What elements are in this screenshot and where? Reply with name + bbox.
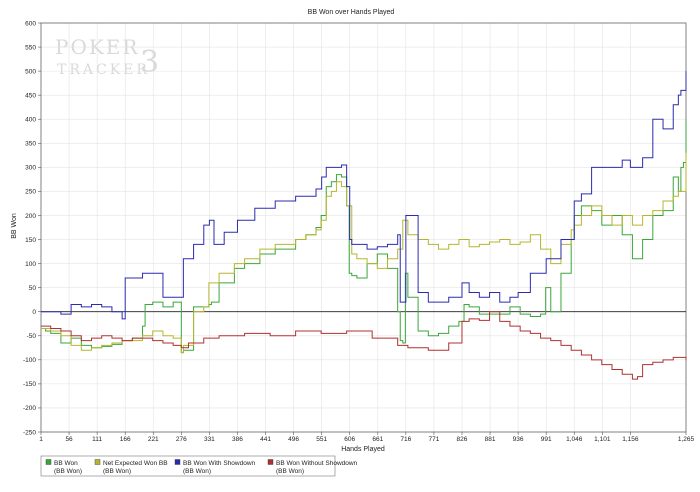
y-tick-label: 350 xyxy=(25,141,36,148)
legend-item-bb-won-with-showdown: BB Won With Showdown(BB Won) xyxy=(174,459,256,475)
x-tick-label: 1,046 xyxy=(566,436,583,443)
legend-label: BB Won With Showdown xyxy=(183,460,256,467)
x-tick-label: 166 xyxy=(120,436,131,443)
x-tick-label: 936 xyxy=(513,436,524,443)
watermark-number: 3 xyxy=(140,45,159,80)
y-tick-label: -100 xyxy=(23,357,36,364)
x-tick-label: 826 xyxy=(457,436,468,443)
x-tick-label: 331 xyxy=(204,436,215,443)
legend-item-net-expected-won-bb: Net Expected Won BB(BB Won) xyxy=(94,459,168,475)
legend-sublabel: (BB Won) xyxy=(276,468,304,475)
legend-label: BB Won xyxy=(54,460,78,467)
x-tick-label: 991 xyxy=(541,436,552,443)
x-axis-label: Hands Played xyxy=(341,446,385,453)
plot-border xyxy=(40,22,687,433)
legend-swatch xyxy=(45,459,52,465)
x-tick-label: 716 xyxy=(400,436,411,443)
series-line-bb-won-with-showdown xyxy=(41,71,687,320)
chart-title: BB Won over Hands Played xyxy=(308,9,395,16)
y-tick-label: -200 xyxy=(23,405,36,412)
y-tick-label: 550 xyxy=(25,44,36,51)
series-line-net-expected-won-bb xyxy=(41,152,687,354)
x-tick-label: 661 xyxy=(372,436,383,443)
y-axis-label: BB Won xyxy=(11,213,18,239)
y-tick-label: 300 xyxy=(25,165,36,172)
legend-sublabel: (BB Won) xyxy=(103,468,131,475)
x-tick-label: 771 xyxy=(428,436,439,443)
y-tick-label: -250 xyxy=(23,429,36,436)
y-tick-label: 150 xyxy=(25,237,36,244)
x-tick-label: 881 xyxy=(485,436,496,443)
x-tick-label: 551 xyxy=(316,436,327,443)
x-tick-label: 1,156 xyxy=(622,436,639,443)
x-axis-ticks: 1 56 111 166 221 276 331 386 441 496 551 606 661 716 7… xyxy=(39,432,695,443)
y-tick-label: 600 xyxy=(25,20,36,27)
x-tick-label: 1,101 xyxy=(594,436,611,443)
x-tick-label: 1 xyxy=(39,436,43,443)
chart-legend: BB Won(BB Won)Net Expected Won BB(BB Won… xyxy=(40,455,358,477)
x-tick-label: 221 xyxy=(148,436,159,443)
x-tick-label: 441 xyxy=(260,436,271,443)
y-tick-label: 100 xyxy=(25,261,36,268)
y-tick-label: 450 xyxy=(25,92,36,99)
series-lines xyxy=(41,71,687,380)
legend-item-bb-won: BB Won(BB Won) xyxy=(45,459,82,475)
legend-item-bb-won-without-showdown: BB Won Without Showdown(BB Won) xyxy=(267,459,358,475)
x-tick-label: 276 xyxy=(176,436,187,443)
y-tick-label: 200 xyxy=(25,213,36,220)
legend-swatch xyxy=(174,459,181,465)
y-tick-label: 0 xyxy=(32,309,36,316)
x-tick-label: 496 xyxy=(288,436,299,443)
legend-swatch xyxy=(267,459,274,465)
y-tick-label: 250 xyxy=(25,189,36,196)
x-tick-label: 606 xyxy=(344,436,355,443)
watermark-line2: TRACKER xyxy=(57,62,150,78)
x-tick-label: 111 xyxy=(92,436,102,443)
x-tick-label: 56 xyxy=(65,436,73,443)
y-axis-ticks: 600550500450400350300250200150100500-50-… xyxy=(23,20,41,436)
legend-sublabel: (BB Won) xyxy=(183,468,211,475)
y-tick-label: -50 xyxy=(27,333,37,340)
legend-box xyxy=(40,455,336,477)
y-tick-label: 50 xyxy=(29,285,37,292)
y-tick-label: -150 xyxy=(23,381,36,388)
legend-label: Net Expected Won BB xyxy=(103,460,168,467)
y-tick-label: 400 xyxy=(25,117,36,124)
plot-area-border xyxy=(40,22,687,433)
x-tick-label: 1,265 xyxy=(678,436,695,443)
y-tick-label: 500 xyxy=(25,68,36,75)
legend-swatch xyxy=(94,459,101,465)
legend-sublabel: (BB Won) xyxy=(54,468,82,475)
legend-label: BB Won Without Showdown xyxy=(276,460,358,467)
series-line-bb-won-without-showdown xyxy=(41,311,687,380)
x-tick-label: 386 xyxy=(232,436,243,443)
